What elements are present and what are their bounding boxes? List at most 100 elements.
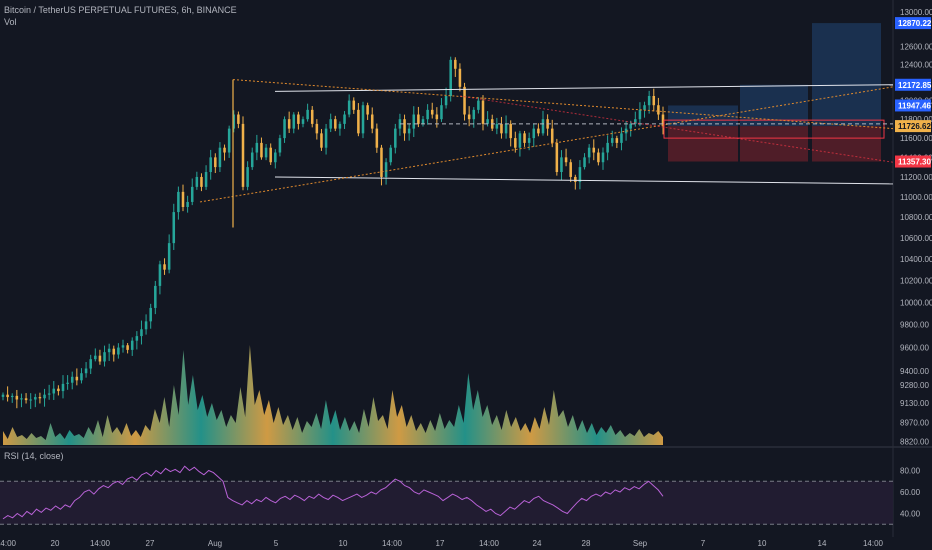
candle [597, 152, 600, 163]
candle [103, 352, 106, 362]
candle [652, 95, 656, 106]
resistance-dotted-line [459, 95, 894, 163]
price-tag-label: 11726.62 [898, 122, 931, 131]
price-axis-tick: 10600.00 [900, 234, 932, 243]
candle [117, 347, 120, 355]
time-axis-tick: 10 [758, 539, 767, 548]
time-axis-tick: Sep [633, 539, 648, 548]
candle [389, 147, 392, 163]
candle [657, 105, 660, 115]
price-tag-label: 12870.22 [898, 19, 932, 28]
candle [357, 109, 360, 134]
candle [310, 109, 314, 124]
candle [472, 109, 476, 120]
candle [495, 123, 499, 129]
time-axis-tick: 5 [274, 539, 279, 548]
time-axis-tick: 14 [818, 539, 827, 548]
candle [29, 399, 32, 401]
stop-loss-zone-1 [668, 126, 738, 162]
price-tag-bg [895, 99, 931, 112]
candle [366, 105, 369, 115]
candle [587, 147, 591, 158]
price-axis-tick: 10000.00 [900, 298, 932, 307]
candle [564, 157, 568, 163]
candle [504, 123, 508, 134]
volume-label[interactable]: Vol [4, 17, 17, 27]
price-axis-tick: 9600.00 [900, 344, 929, 353]
candle [532, 128, 536, 139]
time-axis-tick: 14:00 [382, 539, 403, 548]
rsi-axis-tick: 60.00 [900, 488, 921, 497]
entry-box [663, 119, 885, 139]
candle [315, 123, 319, 134]
candle [66, 382, 69, 384]
candle [537, 128, 540, 134]
candle [592, 147, 596, 153]
candle [98, 355, 102, 362]
candle [574, 176, 577, 182]
candle [370, 114, 374, 129]
candle [149, 307, 152, 322]
candle [444, 95, 448, 106]
rsi-band [0, 481, 893, 525]
candle [200, 176, 203, 187]
candle [84, 368, 88, 374]
candle [523, 133, 526, 143]
price-axis-tick: 11200.00 [900, 173, 932, 182]
candle [569, 162, 572, 177]
rsi-label[interactable]: RSI (14, close) [4, 451, 64, 461]
candle [1, 394, 5, 397]
time-axis-tick: 14:00 [479, 539, 500, 548]
time-axis-tick: 14:00 [0, 539, 17, 548]
wedge-bottom-line [199, 86, 894, 203]
candle [634, 119, 637, 124]
candle [172, 212, 176, 244]
candle [15, 395, 19, 400]
candle [541, 119, 545, 134]
candle [347, 100, 351, 115]
candle [278, 138, 282, 153]
candle [555, 142, 559, 173]
candle [352, 100, 356, 110]
candle [232, 114, 236, 129]
candle [246, 167, 249, 187]
candle [610, 138, 614, 143]
price-axis-tick: 10400.00 [900, 255, 932, 264]
candle [57, 388, 60, 392]
price-axis-tick: 9280.00 [900, 381, 929, 390]
candle [467, 114, 471, 120]
candle [550, 128, 554, 143]
price-axis-tick: 9130.00 [900, 399, 929, 408]
candle [481, 100, 485, 124]
time-axis-tick: 20 [51, 539, 60, 548]
candle [514, 138, 517, 148]
candle [440, 105, 443, 120]
time-axis-tick: 17 [436, 539, 445, 548]
candle [38, 397, 42, 399]
chart-title[interactable]: Bitcoin / TetherUS PERPETUAL FUTURES, 6h… [4, 5, 237, 15]
candle [223, 147, 226, 153]
candles [1, 56, 665, 409]
candle [661, 114, 665, 127]
candle [283, 119, 286, 139]
candle [75, 376, 79, 381]
rsi-axis-tick: 80.00 [900, 467, 921, 476]
candle [209, 157, 212, 173]
candle [121, 345, 125, 348]
candle [80, 373, 83, 381]
candle [301, 119, 305, 124]
candle [329, 119, 332, 129]
time-axis-tick: 10 [339, 539, 348, 548]
candle [89, 359, 92, 369]
price-tag-bg [895, 120, 931, 133]
candle [158, 264, 162, 286]
candle [403, 119, 406, 134]
candle [177, 191, 180, 213]
time-axis-tick: 24 [533, 539, 542, 548]
price-axis-tick: 12600.00 [900, 43, 932, 52]
candle [297, 114, 300, 124]
candle [343, 114, 346, 124]
candle [292, 114, 296, 129]
